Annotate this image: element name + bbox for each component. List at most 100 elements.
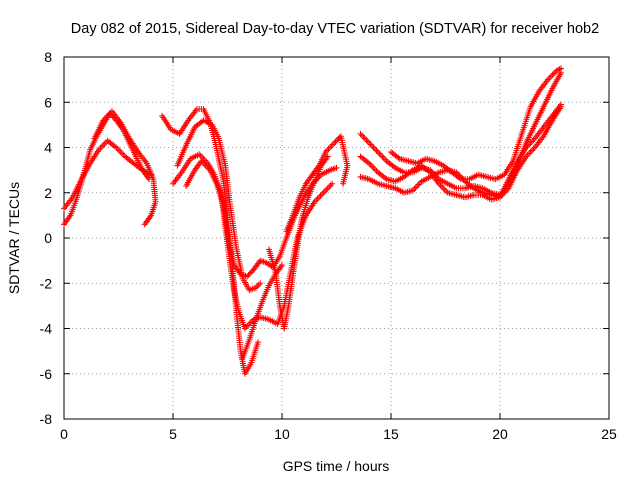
- data-point-plus: [370, 144, 377, 151]
- y-tick-label: 2: [44, 185, 52, 201]
- y-tick-label: -8: [40, 411, 53, 427]
- data-point-plus: [441, 186, 448, 193]
- data-point-plus: [332, 138, 339, 145]
- data-point-plus: [98, 143, 105, 150]
- x-axis-label: GPS time / hours: [283, 458, 390, 474]
- data-point-plus: [329, 141, 336, 148]
- data-point-plus: [100, 142, 107, 149]
- data-point-plus: [379, 153, 386, 160]
- data-point-plus: [320, 189, 327, 196]
- data-point-plus: [530, 146, 537, 153]
- data-point-plus: [255, 339, 262, 346]
- x-tick-label: 20: [492, 426, 508, 442]
- data-point-plus: [248, 269, 255, 276]
- y-tick-label: 0: [44, 230, 52, 246]
- x-tick-label: 5: [169, 426, 177, 442]
- data-point-plus: [546, 75, 553, 82]
- data-point-plus: [247, 319, 254, 326]
- y-tick-label: -2: [40, 275, 53, 291]
- data-point-plus: [366, 139, 373, 146]
- series-track-c: [91, 108, 159, 228]
- data-point-plus: [340, 180, 347, 187]
- data-point-plus: [527, 149, 534, 156]
- data-point-plus: [335, 135, 342, 142]
- series-track-g: [174, 117, 264, 294]
- data-point-plus: [370, 164, 377, 171]
- data-point-plus: [425, 168, 432, 175]
- y-tick-label: -4: [40, 321, 53, 337]
- data-point-plus: [440, 185, 447, 192]
- x-tick-label: 15: [383, 426, 399, 442]
- data-point-plus: [119, 150, 126, 157]
- data-point-plus: [318, 191, 325, 198]
- data-point-plus: [363, 136, 370, 143]
- data-point-plus: [316, 194, 323, 201]
- y-tick-label: 6: [44, 94, 52, 110]
- data-point-plus: [382, 156, 389, 163]
- data-point-plus: [117, 149, 124, 156]
- data-point-plus: [361, 135, 368, 142]
- data-point-plus: [114, 146, 121, 153]
- data-point-plus: [372, 166, 379, 173]
- data-point-plus: [414, 182, 421, 189]
- data-point-plus: [326, 144, 333, 151]
- series-track-n: [388, 65, 565, 183]
- data-point-plus: [245, 272, 252, 279]
- data-point-plus: [456, 175, 463, 182]
- data-point-plus: [547, 73, 554, 80]
- data-point-plus: [326, 183, 333, 190]
- data-point-plus: [255, 281, 262, 288]
- y-axis-label: SDTVAR / TECUs: [6, 182, 22, 294]
- data-point-plus: [415, 181, 422, 188]
- data-point-plus: [325, 146, 332, 153]
- data-point-plus: [367, 141, 374, 148]
- data-point-plus: [367, 161, 374, 168]
- x-tick-label: 0: [60, 426, 68, 442]
- data-point-plus: [317, 192, 324, 199]
- data-point-plus: [369, 163, 376, 170]
- data-point-plus: [376, 150, 383, 157]
- data-point-plus: [556, 66, 563, 73]
- data-point-plus: [550, 70, 557, 77]
- data-point-plus: [329, 180, 336, 187]
- data-point-plus: [382, 175, 389, 182]
- data-point-plus: [120, 152, 127, 159]
- series-track-d: [159, 106, 262, 377]
- data-point-plus: [141, 221, 148, 228]
- data-point-plus: [360, 133, 367, 140]
- data-point-plus: [369, 142, 376, 149]
- data-point-plus: [244, 322, 251, 329]
- series-track-b: [61, 137, 155, 212]
- data-point-plus: [408, 168, 415, 175]
- data-point-plus: [558, 103, 565, 110]
- y-tick-label: -6: [40, 366, 53, 382]
- data-points: [61, 65, 565, 377]
- data-point-plus: [257, 280, 264, 287]
- data-point-plus: [197, 152, 204, 159]
- grid-lines: [64, 57, 609, 419]
- data-point-plus: [364, 159, 371, 166]
- y-tick-label: 8: [44, 49, 52, 65]
- data-point-plus: [558, 65, 565, 72]
- series-track-l: [357, 101, 565, 203]
- data-point-plus: [327, 182, 334, 189]
- series-track-i: [265, 153, 331, 332]
- data-point-plus: [138, 165, 145, 172]
- data-point-plus: [358, 132, 365, 139]
- data-point-plus: [377, 152, 384, 159]
- data-point-plus: [469, 184, 476, 191]
- data-point-plus: [333, 164, 340, 171]
- data-point-plus: [357, 130, 364, 137]
- data-point-plus: [412, 184, 419, 191]
- data-point-plus: [372, 146, 379, 153]
- data-point-plus: [246, 270, 253, 277]
- data-point-plus: [395, 154, 402, 161]
- data-point-plus: [374, 149, 381, 156]
- data-point-plus: [390, 163, 397, 170]
- chart-title: Day 082 of 2015, Sidereal Day-to-day VTE…: [71, 21, 599, 37]
- axis-ticks: [63, 56, 610, 420]
- data-point-plus: [364, 138, 371, 145]
- data-point-plus: [526, 150, 533, 157]
- data-point-plus: [116, 147, 123, 154]
- y-tick-label: 4: [44, 140, 52, 156]
